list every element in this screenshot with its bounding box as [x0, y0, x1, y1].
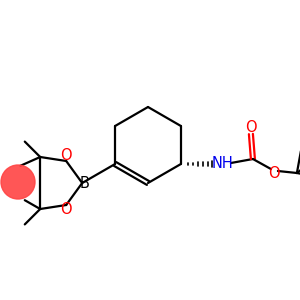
- Text: NH: NH: [212, 157, 234, 172]
- Text: O: O: [245, 119, 257, 134]
- Text: B: B: [79, 176, 89, 190]
- Circle shape: [1, 165, 35, 199]
- Text: O: O: [268, 167, 280, 182]
- Text: O: O: [60, 148, 72, 164]
- Text: O: O: [60, 202, 72, 217]
